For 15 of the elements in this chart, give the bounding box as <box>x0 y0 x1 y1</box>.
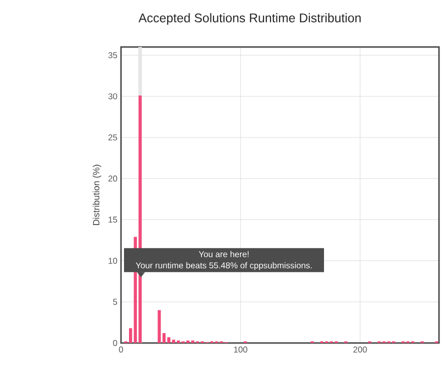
chart-title: Accepted Solutions Runtime Distribution <box>138 13 361 25</box>
y-tick-label: 15 <box>108 216 118 223</box>
y-tick-label: 0 <box>113 340 118 346</box>
annotation: Your runtime beats 55.48% of cppsubmissions. <box>136 262 312 270</box>
x-tick-label: 0 <box>118 346 124 353</box>
y-tick-label: 35 <box>108 52 118 58</box>
annotation: You are here! <box>198 250 249 258</box>
x-tick-label: 100 <box>234 346 248 353</box>
y-tick-label: 20 <box>108 176 118 182</box>
y-tick-label: 5 <box>113 298 118 305</box>
y-axis-title: Distribution (%) <box>92 164 102 226</box>
y-tick-label: 10 <box>108 258 118 264</box>
x-tick-label: 200 <box>353 346 367 353</box>
y-tick-label: 25 <box>108 134 118 140</box>
y-tick-label: 30 <box>108 93 118 100</box>
